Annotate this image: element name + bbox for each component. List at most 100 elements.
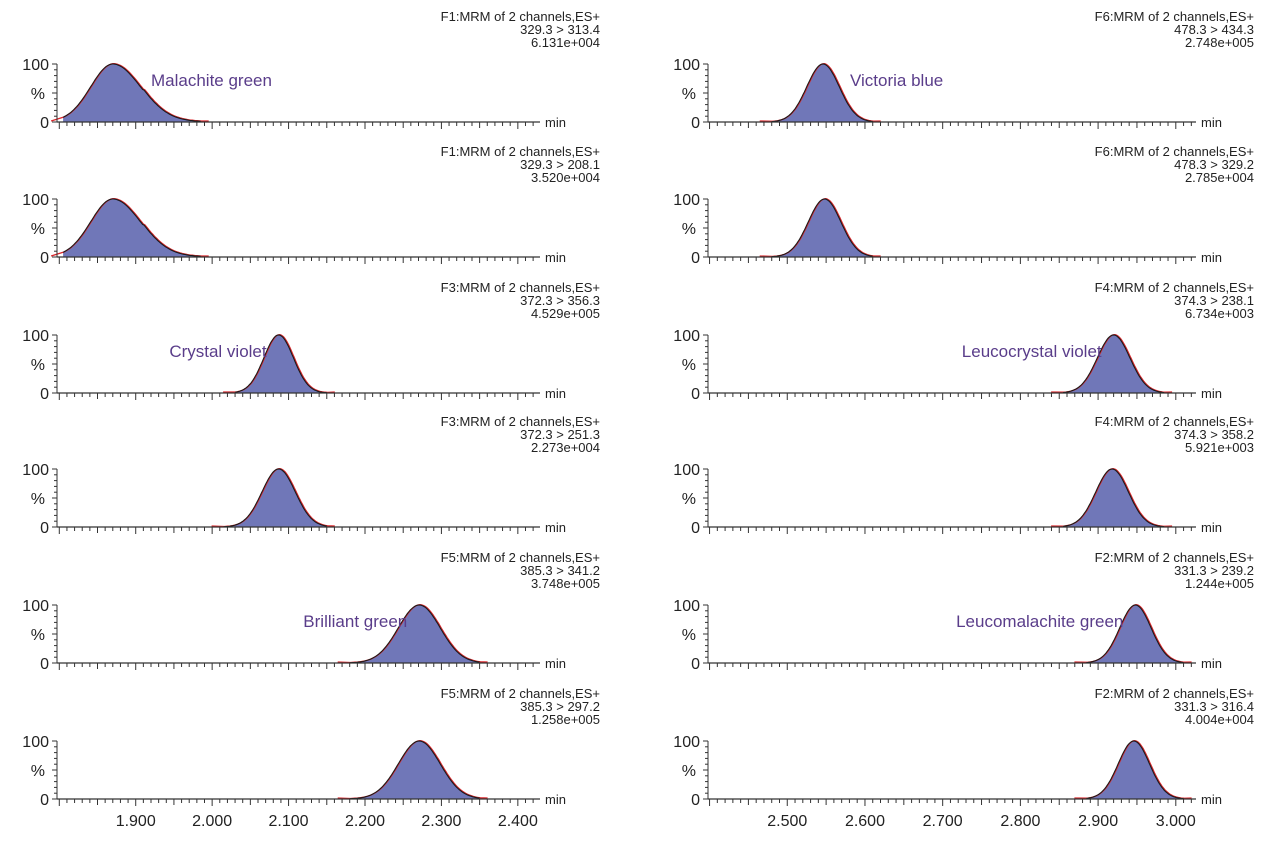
- panel-right-5-peak-outline: [1086, 740, 1184, 800]
- panel-left-5-x-tick-label: 2.200: [345, 813, 385, 830]
- panel-left-0-y-unit-label: %: [31, 86, 45, 103]
- panel-left-3-x-unit-label: min: [545, 520, 566, 535]
- panel-right-0-y-tick-100: 100: [673, 57, 700, 74]
- panel-left-2-peak-area: [235, 335, 327, 393]
- panel-left-2-x-unit-label: min: [545, 386, 566, 401]
- panel-left-5-x-tick-label: 2.400: [498, 813, 538, 830]
- panel-left-4-function-label: F5:MRM of 2 channels,ES+: [441, 550, 600, 565]
- panel-left-0-y-tick-100: 100: [22, 57, 49, 74]
- panel-left-1-x-unit-label: min: [545, 250, 566, 265]
- panel-right-0-function-label: F6:MRM of 2 channels,ES+: [1095, 9, 1254, 24]
- panel-right-3-x-unit-label: min: [1201, 520, 1222, 535]
- panel-left-3-function-label: F3:MRM of 2 channels,ES+: [441, 414, 600, 429]
- panel-left-5-y-unit-label: %: [31, 763, 45, 780]
- panel-right-5-y-tick-100: 100: [673, 734, 700, 751]
- panel-right-2-x-unit-label: min: [1201, 386, 1222, 401]
- panel-left-1-peak-outline: [62, 198, 201, 257]
- panel-left-5-peak-outline: [349, 740, 480, 800]
- panel-left-2-compound-label: Crystal violet: [169, 342, 267, 361]
- panel-right-3-y-tick-0: 0: [691, 520, 700, 537]
- panel-right-4-transition-label: 331.3 > 239.2: [1174, 563, 1254, 578]
- panel-right-2-peak-area: [1063, 335, 1165, 393]
- panel-left-2-function-label: F3:MRM of 2 channels,ES+: [441, 280, 600, 295]
- panel-left-0-compound-label: Malachite green: [151, 71, 272, 90]
- panel-left-5-intensity-label: 1.258e+005: [531, 712, 600, 727]
- panel-right-4-x-unit-label: min: [1201, 656, 1222, 671]
- panel-right-1-peak-area: [771, 199, 873, 257]
- panel-left-5-y-tick-0: 0: [40, 792, 49, 809]
- panel-right-3-peak-outline: [1063, 468, 1165, 528]
- panel-left-4-y-unit-label: %: [31, 627, 45, 644]
- panel-left-2-y-tick-0: 0: [40, 386, 49, 403]
- panel-right-0-x-unit-label: min: [1201, 115, 1222, 130]
- panel-right-5-x-tick-label: 2.800: [1000, 813, 1040, 830]
- panel-right-5-x-tick-label: 2.700: [923, 813, 963, 830]
- panel-right-3-transition-label: 374.3 > 358.2: [1174, 427, 1254, 442]
- panel-left-3-y-tick-100: 100: [22, 462, 49, 479]
- panel-right-2-y-tick-100: 100: [673, 328, 700, 345]
- panel-right-4-compound-label: Leucomalachite green: [956, 612, 1123, 631]
- panel-left-0-transition-label: 329.3 > 313.4: [520, 22, 600, 37]
- panel-right-1-intensity-label: 2.785e+004: [1185, 170, 1254, 185]
- panel-right-5-x-tick-label: 2.600: [845, 813, 885, 830]
- panel-left-4-peak-outline: [349, 604, 480, 664]
- panel-right-1-y-unit-label: %: [682, 221, 696, 238]
- panel-right-4-intensity-label: 1.244e+005: [1185, 576, 1254, 591]
- panel-right-4-peak-area: [1086, 605, 1184, 663]
- panel-left-5-x-unit-label: min: [545, 792, 566, 807]
- panel-right-1-peak-outline: [771, 198, 873, 258]
- panel-left-1-function-label: F1:MRM of 2 channels,ES+: [441, 144, 600, 159]
- panel-right-5-y-unit-label: %: [682, 763, 696, 780]
- panel-left-1-transition-label: 329.3 > 208.1: [520, 157, 600, 172]
- panel-left-2-y-tick-100: 100: [22, 328, 49, 345]
- panel-right-0-peak-outline: [771, 63, 873, 123]
- panel-left-5-function-label: F5:MRM of 2 channels,ES+: [441, 686, 600, 701]
- panel-right-0-compound-label: Victoria blue: [850, 71, 943, 90]
- panel-left-1-peak-area: [63, 199, 201, 257]
- panel-right-0-y-tick-0: 0: [691, 115, 700, 132]
- panel-left-3-intensity-label: 2.273e+004: [531, 440, 600, 455]
- panel-right-1-function-label: F6:MRM of 2 channels,ES+: [1095, 144, 1254, 159]
- panel-right-0-y-unit-label: %: [682, 86, 696, 103]
- panel-right-0-intensity-label: 2.748e+005: [1185, 35, 1254, 50]
- panel-left-0-x-unit-label: min: [545, 115, 566, 130]
- panel-right-2-function-label: F4:MRM of 2 channels,ES+: [1095, 280, 1254, 295]
- panel-right-1-x-unit-label: min: [1201, 250, 1222, 265]
- panel-left-0-y-tick-0: 0: [40, 115, 49, 132]
- panel-left-0-function-label: F1:MRM of 2 channels,ES+: [441, 9, 600, 24]
- panel-left-0-peak-outline: [62, 63, 201, 122]
- panel-right-5-peak-area: [1086, 741, 1184, 799]
- panel-left-5-x-tick-label: 2.000: [192, 813, 232, 830]
- panel-left-3-y-unit-label: %: [31, 491, 45, 508]
- panel-left-1-y-tick-0: 0: [40, 250, 49, 267]
- panel-left-5-peak-area: [349, 741, 480, 799]
- panel-right-5-y-tick-0: 0: [691, 792, 700, 809]
- panel-left-0-intensity-label: 6.131e+004: [531, 35, 600, 50]
- panel-right-5-intensity-label: 4.004e+004: [1185, 712, 1254, 727]
- panel-right-1-y-tick-0: 0: [691, 250, 700, 267]
- panel-right-5-transition-label: 331.3 > 316.4: [1174, 699, 1254, 714]
- panel-left-4-x-unit-label: min: [545, 656, 566, 671]
- panel-right-2-y-tick-0: 0: [691, 386, 700, 403]
- panel-left-5-x-tick-label: 2.100: [269, 813, 309, 830]
- panel-right-0-transition-label: 478.3 > 434.3: [1174, 22, 1254, 37]
- panel-left-4-intensity-label: 3.748e+005: [531, 576, 600, 591]
- panel-right-2-peak-outline: [1063, 334, 1165, 394]
- panel-left-5-transition-label: 385.3 > 297.2: [520, 699, 600, 714]
- panel-right-5-x-tick-label: 3.000: [1156, 813, 1196, 830]
- panel-left-3-transition-label: 372.3 > 251.3: [520, 427, 600, 442]
- panel-left-2-peak-outline: [235, 334, 327, 394]
- panel-right-5-x-tick-label: 2.900: [1078, 813, 1118, 830]
- panel-right-4-peak-outline: [1086, 604, 1184, 664]
- panel-left-4-compound-label: Brilliant green: [303, 612, 407, 631]
- panel-right-1-transition-label: 478.3 > 329.2: [1174, 157, 1254, 172]
- panel-left-4-y-tick-100: 100: [22, 598, 49, 615]
- panel-left-4-y-tick-0: 0: [40, 656, 49, 673]
- panel-left-1-y-tick-100: 100: [22, 192, 49, 209]
- panel-left-1-y-unit-label: %: [31, 221, 45, 238]
- panel-right-2-transition-label: 374.3 > 238.1: [1174, 293, 1254, 308]
- panel-left-2-transition-label: 372.3 > 356.3: [520, 293, 600, 308]
- panel-right-4-y-tick-0: 0: [691, 656, 700, 673]
- panel-right-4-y-unit-label: %: [682, 627, 696, 644]
